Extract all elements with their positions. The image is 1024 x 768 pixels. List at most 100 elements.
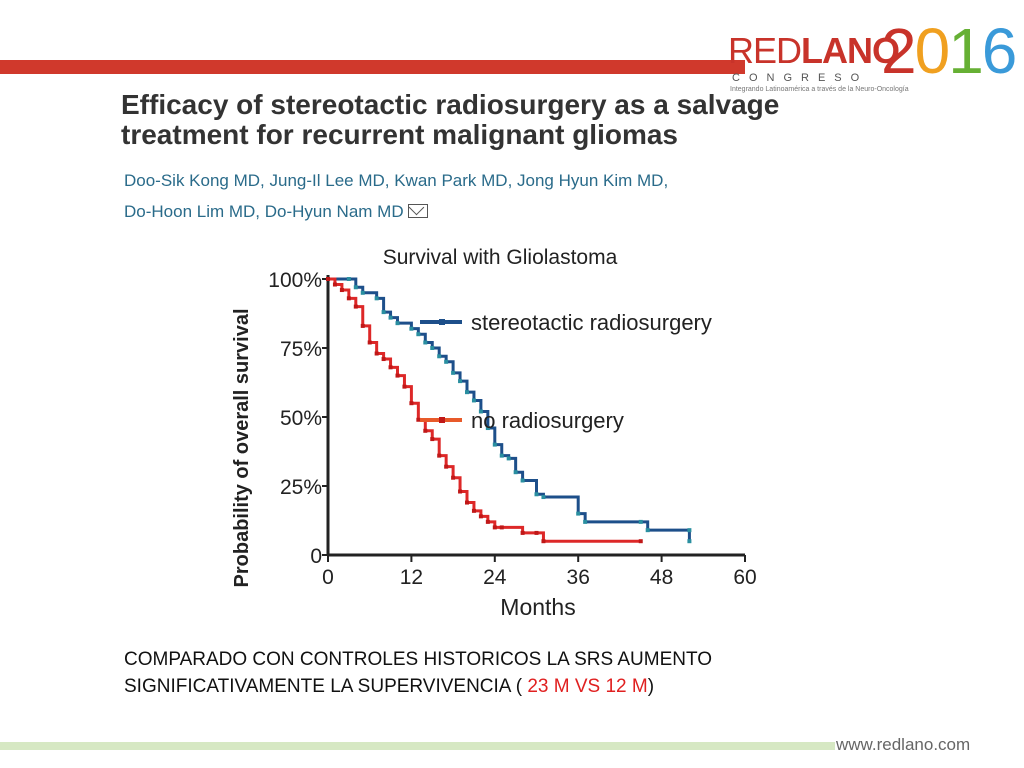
- logo-red: RED: [728, 30, 802, 71]
- legend-label: no radiosurgery: [471, 408, 624, 433]
- series-marker: [541, 539, 546, 544]
- series-marker: [534, 530, 539, 535]
- series-marker: [430, 437, 435, 442]
- caption-line-2-text: SIGNIFICATIVAMENTE LA SUPERVIVENCIA (: [124, 676, 528, 697]
- series-marker: [444, 359, 449, 364]
- paper-title: Efficacy of stereotactic radiosurgery as…: [121, 90, 941, 150]
- series-marker: [430, 346, 435, 350]
- series-marker: [388, 315, 393, 320]
- paper-title-line-1: Efficacy of stereotactic radiosurgery as…: [121, 89, 780, 120]
- logo-year: 2016: [881, 15, 1018, 87]
- x-tick-label: 60: [733, 566, 756, 589]
- series-marker: [353, 304, 358, 309]
- series-marker: [583, 519, 588, 524]
- series-marker: [492, 442, 497, 447]
- series-marker: [374, 351, 379, 356]
- y-tick-label: 0: [310, 545, 322, 568]
- series-marker: [339, 288, 344, 293]
- series-marker: [458, 489, 463, 494]
- caption-line-1: COMPARADO CON CONTROLES HISTORICOS LA SR…: [124, 649, 713, 670]
- series-marker: [492, 525, 497, 530]
- redlano-logo: REDLANO 2016 CONGRESO Integrando Latinoa…: [728, 18, 1017, 94]
- y-tick-label: 100%: [268, 269, 322, 292]
- series-marker: [485, 519, 490, 524]
- series-marker: [402, 384, 407, 389]
- survival-chart: Survival with Gliolastoma Probability of…: [218, 238, 783, 623]
- series-marker: [374, 296, 379, 301]
- logo-congreso: CONGRESO: [732, 72, 869, 84]
- website-link[interactable]: www.redlano.com: [836, 735, 971, 754]
- series-marker: [381, 310, 386, 315]
- series-marker: [416, 417, 421, 422]
- legend-swatch-marker: [439, 319, 445, 325]
- legend-swatch-marker: [439, 417, 445, 423]
- series-marker: [423, 428, 428, 433]
- series-marker: [465, 390, 469, 395]
- x-tick-label: 48: [650, 566, 673, 589]
- series-marker: [513, 470, 518, 475]
- series-marker: [346, 277, 351, 281]
- series-marker: [485, 426, 490, 431]
- series-marker: [465, 500, 469, 505]
- series-marker: [506, 456, 511, 461]
- logo-lano: LANO: [801, 30, 900, 71]
- series-marker: [388, 365, 393, 370]
- series-marker: [416, 332, 421, 337]
- series-marker: [478, 514, 483, 519]
- series-marker: [471, 398, 476, 403]
- caption-line-2: SIGNIFICATIVAMENTE LA SUPERVIVENCIA ( 23…: [124, 673, 824, 700]
- caption-line-2-end: ): [647, 676, 655, 697]
- logo-year-digit: 6: [981, 15, 1018, 87]
- series-marker: [360, 323, 365, 328]
- y-tick-label: 75%: [280, 338, 322, 361]
- series-marker: [478, 409, 483, 414]
- series-marker: [458, 379, 463, 384]
- series-marker: [444, 464, 449, 469]
- series-marker: [353, 285, 358, 290]
- chart-background: [218, 238, 783, 623]
- envelope-icon: [407, 204, 428, 218]
- series-marker: [499, 525, 504, 530]
- authors-line-2: Do-Hoon Lim MD, Do-Hyun Nam MD: [124, 202, 404, 221]
- series-line-stereotactic-radiosurgery: [328, 277, 691, 542]
- series-marker: [471, 508, 476, 513]
- series-marker: [687, 539, 692, 544]
- x-tick-label: 0: [322, 566, 334, 589]
- x-tick-label: 12: [400, 566, 423, 589]
- series-marker: [360, 290, 365, 295]
- series-marker: [534, 492, 539, 497]
- bottom-accent-bar: [0, 742, 835, 750]
- series-marker: [541, 495, 546, 500]
- legend-label: stereotactic radiosurgery: [471, 310, 712, 335]
- series-marker: [638, 539, 643, 544]
- authors-line-2-wrap: Do-Hoon Lim MD, Do-Hyun Nam MD: [124, 196, 884, 227]
- series-marker: [395, 321, 400, 326]
- top-accent-bar: [0, 60, 745, 74]
- series-marker: [332, 282, 337, 287]
- series-marker: [409, 401, 414, 406]
- series-marker: [645, 528, 650, 533]
- caption-highlight: 23 M VS 12 M: [527, 676, 648, 697]
- chart-x-axis-label: Months: [500, 594, 575, 620]
- chart-y-axis-label: Probability of overall survival: [231, 309, 253, 588]
- series-marker: [520, 530, 525, 535]
- series-marker: [346, 296, 351, 301]
- series-marker: [395, 373, 400, 378]
- series-marker: [638, 519, 643, 524]
- series-marker: [520, 478, 525, 483]
- series-marker: [381, 357, 386, 362]
- y-tick-label: 50%: [280, 407, 322, 430]
- logo-year-digit: 2: [881, 15, 917, 87]
- series-marker: [451, 475, 456, 480]
- y-tick-label: 25%: [280, 476, 322, 499]
- series-marker: [451, 370, 456, 375]
- logo-tagline: Integrando Latinoamérica a través de la …: [730, 86, 909, 93]
- series-marker: [423, 340, 428, 345]
- x-tick-label: 24: [483, 566, 507, 589]
- series-marker: [576, 511, 581, 516]
- series-marker: [437, 453, 442, 458]
- series-marker: [499, 453, 504, 458]
- authors-line-1: Doo-Sik Kong MD, Jung-Il Lee MD, Kwan Pa…: [124, 171, 669, 190]
- paper-title-line-2: treatment for recurrent malignant glioma…: [121, 119, 679, 150]
- logo-wordmark: REDLANO: [728, 30, 900, 71]
